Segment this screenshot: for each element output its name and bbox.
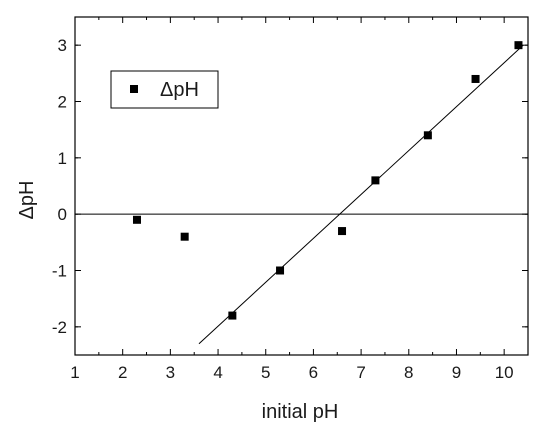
data-point — [276, 266, 285, 275]
lines-layer — [75, 44, 528, 345]
x-tick-label: 8 — [404, 363, 413, 382]
x-tick-label: 10 — [495, 363, 514, 382]
x-axis-title: initial pH — [262, 401, 339, 423]
y-tick-label: 1 — [58, 149, 67, 168]
legend: ΔpH — [110, 70, 219, 109]
linear-fit-line — [198, 44, 524, 345]
data-point — [180, 232, 189, 241]
y-axis-title: ΔpH — [16, 181, 38, 220]
data-point — [423, 131, 432, 140]
legend-box — [110, 70, 219, 109]
points-layer — [132, 41, 523, 320]
y-tick-label: 3 — [58, 36, 67, 55]
x-tick-label: 9 — [452, 363, 461, 382]
data-point — [228, 311, 237, 320]
y-tick-label: 0 — [58, 205, 67, 224]
x-tick-label: 7 — [356, 363, 365, 382]
data-point — [338, 227, 347, 236]
data-point — [371, 176, 380, 185]
data-point — [132, 215, 141, 224]
x-tick-label: 2 — [118, 363, 127, 382]
y-tick-label: -2 — [52, 318, 67, 337]
x-tick-label: 3 — [166, 363, 175, 382]
x-tick-label: 1 — [70, 363, 79, 382]
x-axis-ticks: 1 2 3 4 5 6 7 8 9 10 — [70, 17, 514, 382]
x-tick-label: 4 — [213, 363, 222, 382]
x-tick-label: 6 — [309, 363, 318, 382]
legend-label: ΔpH — [160, 79, 199, 101]
plot-area — [74, 16, 529, 356]
y-tick-label: -1 — [52, 262, 67, 281]
data-point — [471, 74, 480, 83]
y-axis-ticks: -2 -1 0 1 2 3 — [52, 36, 528, 337]
plot-frame — [74, 16, 529, 356]
data-point — [514, 41, 523, 50]
x-tick-label: 5 — [261, 363, 270, 382]
legend-marker — [130, 85, 138, 93]
y-tick-label: 2 — [58, 93, 67, 112]
